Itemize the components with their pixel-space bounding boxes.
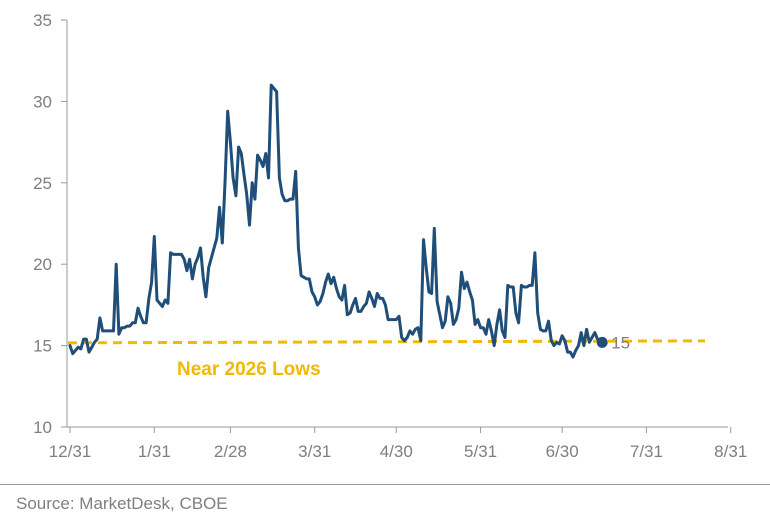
x-tick-label: 8/31 bbox=[714, 442, 747, 461]
y-tick-label: 25 bbox=[33, 174, 52, 193]
footer-divider bbox=[0, 484, 770, 485]
end-value-label: 15 bbox=[611, 333, 630, 352]
y-tick-label: 15 bbox=[33, 337, 52, 356]
y-axis: 10 15 20 25 30 35 bbox=[33, 11, 68, 437]
x-tick-label: 2/28 bbox=[214, 442, 247, 461]
x-tick-label: 6/30 bbox=[546, 442, 579, 461]
x-tick-label: 5/31 bbox=[464, 442, 497, 461]
reference-line-2026-lows bbox=[67, 339, 706, 345]
y-tick-label: 30 bbox=[33, 92, 52, 111]
source-note: Source: MarketDesk, CBOE bbox=[16, 494, 228, 513]
y-tick-label: 35 bbox=[33, 11, 52, 30]
x-tick-label: 7/31 bbox=[630, 442, 663, 461]
annotation-near-2026-lows: Near 2026 Lows bbox=[177, 359, 321, 380]
x-axis: 12/31 1/31 2/28 3/31 4/30 5/31 6/30 7/31 8/31 bbox=[49, 426, 747, 461]
y-tick-label: 10 bbox=[33, 418, 52, 437]
x-tick-label: 4/30 bbox=[380, 442, 413, 461]
x-tick-label: 1/31 bbox=[138, 442, 171, 461]
end-point-marker bbox=[596, 336, 608, 348]
series-line bbox=[68, 83, 602, 359]
y-tick-label: 20 bbox=[33, 255, 52, 274]
x-tick-label: 3/31 bbox=[298, 442, 331, 461]
vix-line-chart: 10 15 20 25 30 35 12/31 1/31 2/28 3/31 4/30 5/31 6/… bbox=[33, 11, 747, 461]
x-tick-label: 12/31 bbox=[49, 442, 92, 461]
